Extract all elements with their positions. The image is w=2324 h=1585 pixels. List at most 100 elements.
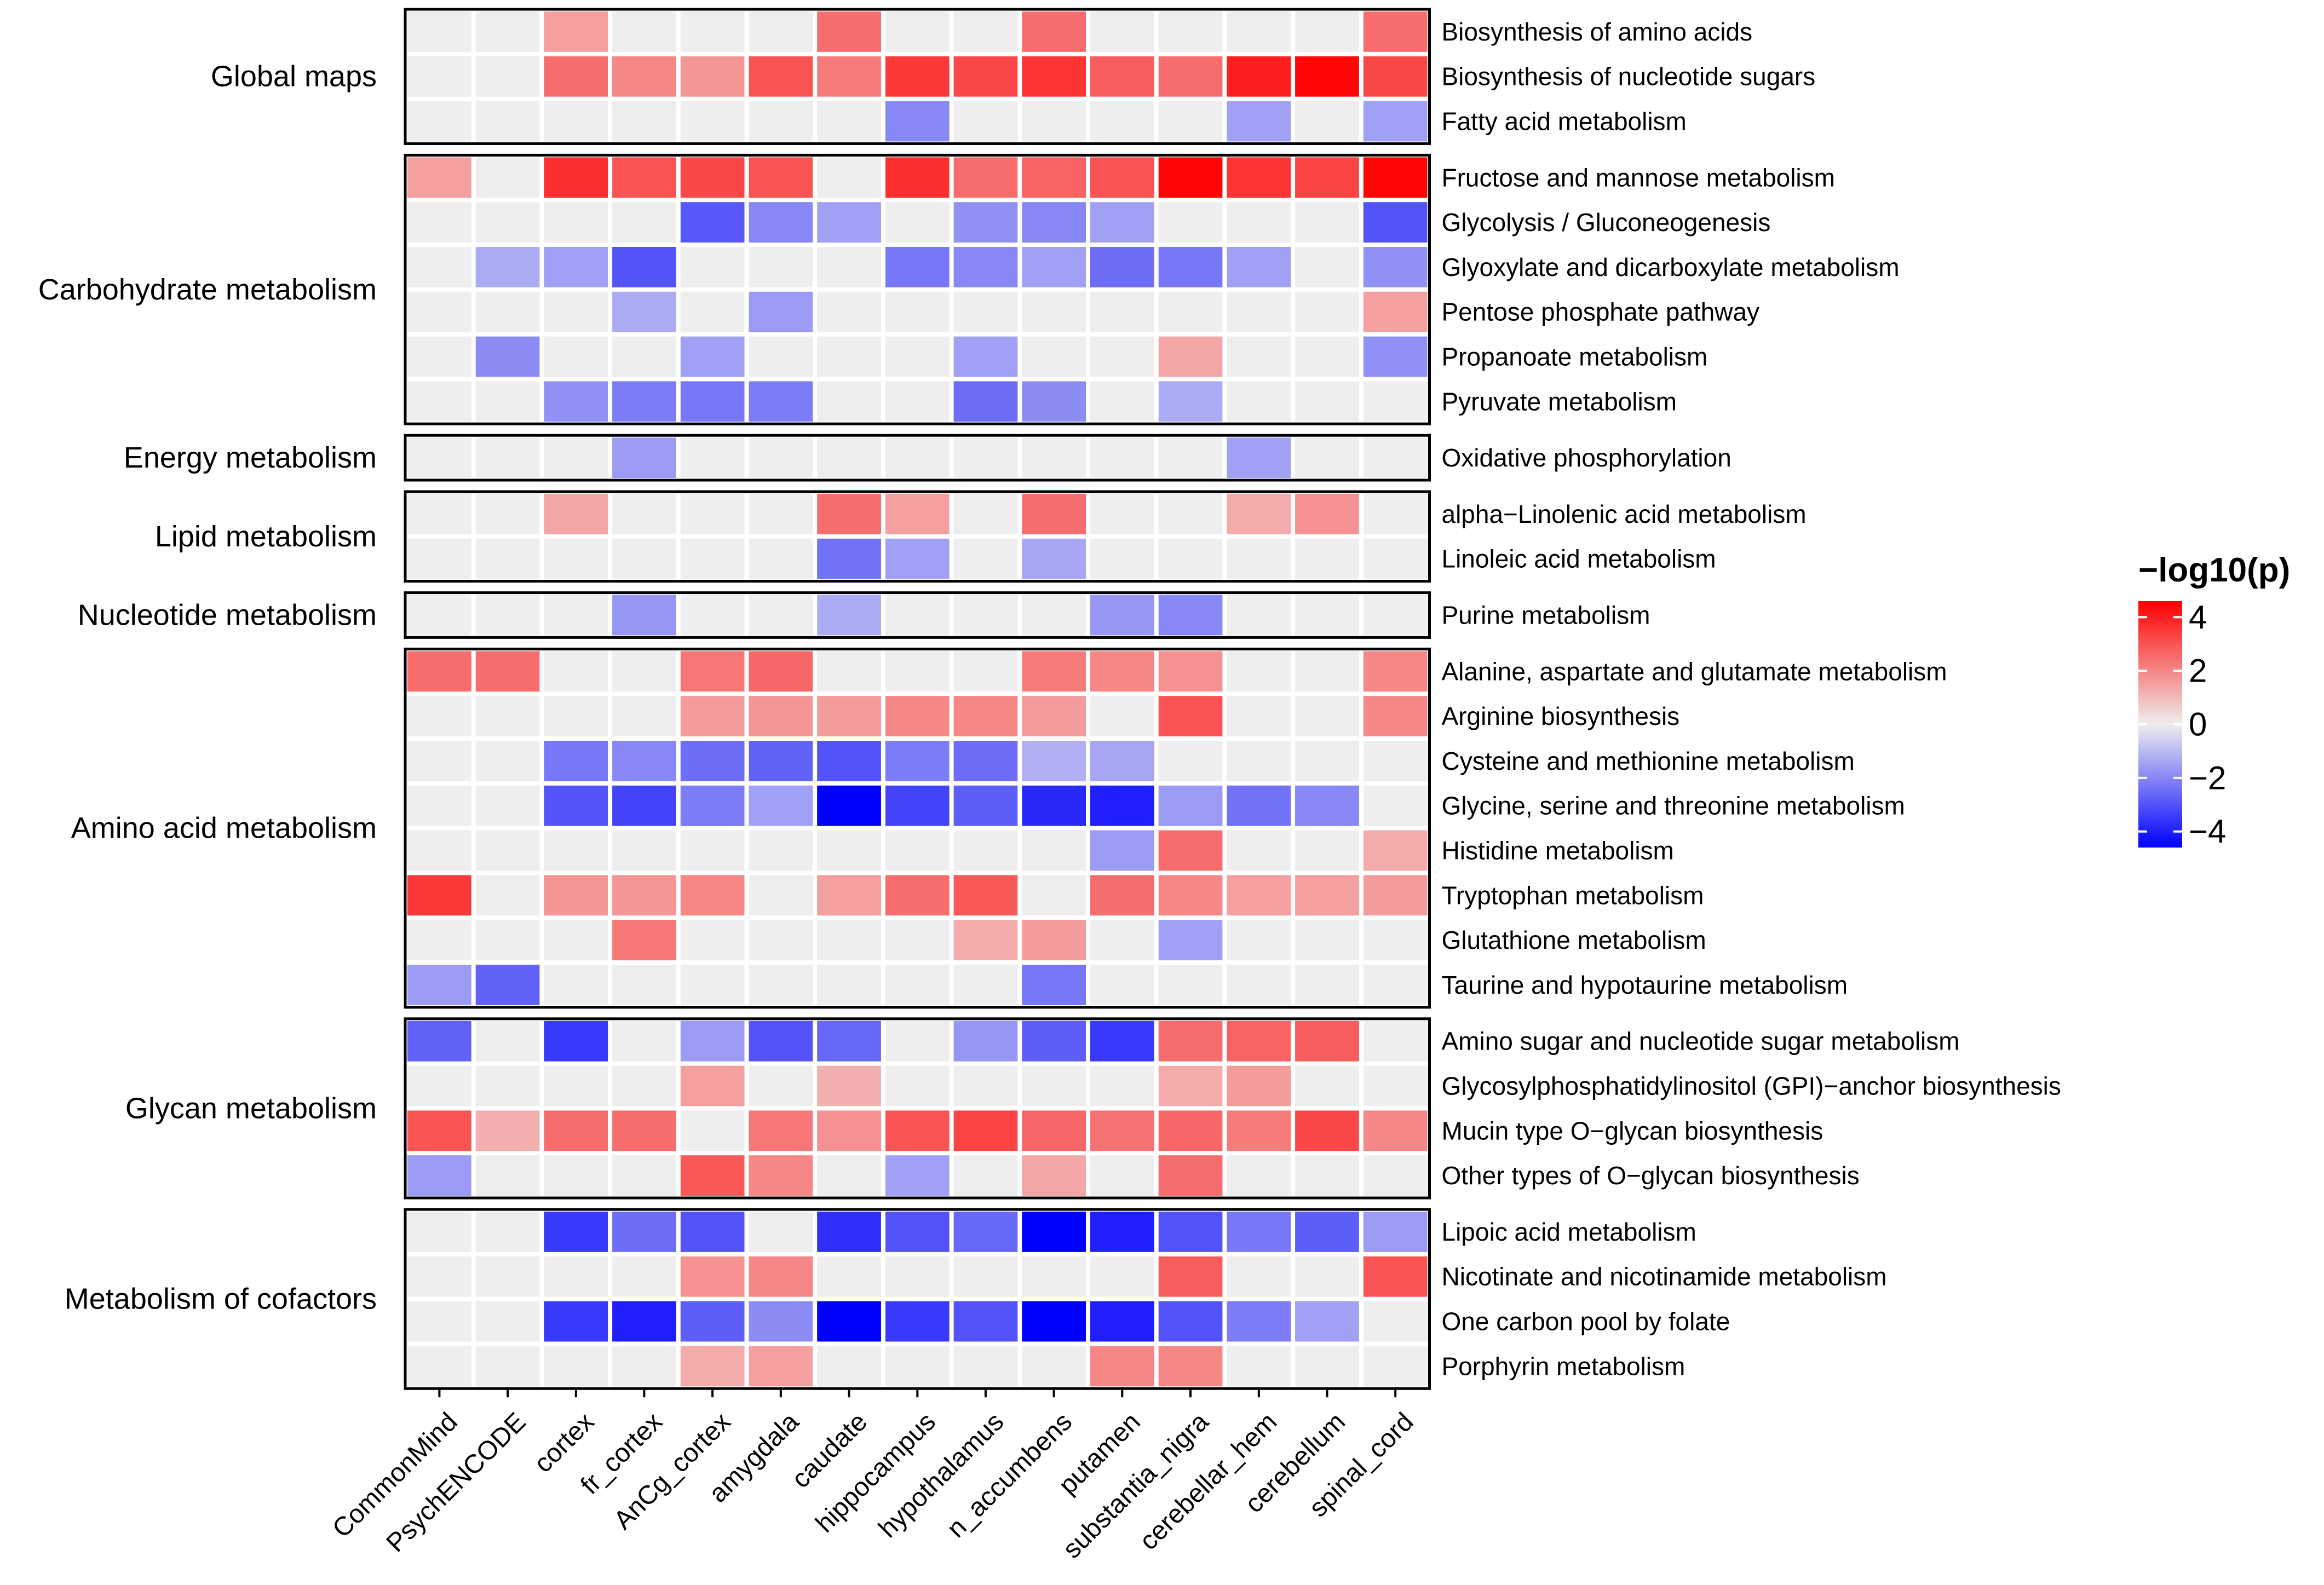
- heatmap-cell: [1227, 202, 1291, 243]
- row-label: Glycine, serine and threonine metabolism: [1442, 792, 1905, 820]
- heatmap-cell: [1022, 291, 1086, 332]
- heatmap-cell: [1295, 595, 1359, 636]
- heatmap-cell: [407, 1256, 471, 1297]
- heatmap-cell: [1158, 651, 1223, 692]
- heatmap-cell: [953, 538, 1018, 579]
- heatmap-cell: [1158, 595, 1223, 636]
- heatmap-cell: [749, 202, 813, 243]
- heatmap-cell: [1227, 875, 1291, 916]
- heatmap-cell: [1022, 101, 1086, 142]
- heatmap-cell: [544, 538, 608, 579]
- heatmap-cell: [407, 381, 471, 422]
- heatmap-cell: [680, 437, 745, 478]
- heatmap-cell: [612, 1065, 676, 1106]
- heatmap-cell: [1227, 1301, 1291, 1342]
- heatmap-cell: [749, 965, 813, 1005]
- heatmap-cell: [1227, 1346, 1291, 1387]
- heatmap-cell: [680, 1110, 745, 1151]
- heatmap-cell: [680, 875, 745, 916]
- heatmap-cell: [885, 920, 950, 960]
- heatmap-cell: [885, 1212, 950, 1252]
- heatmap-cell: [1158, 538, 1223, 579]
- row-label: Glycolysis / Gluconeogenesis: [1442, 208, 1771, 237]
- heatmap-cell: [1227, 247, 1291, 287]
- heatmap-cell: [1295, 101, 1359, 142]
- group-label: Amino acid metabolism: [71, 812, 377, 845]
- heatmap-cell: [817, 965, 881, 1005]
- heatmap-cell: [1295, 875, 1359, 916]
- heatmap-cell: [953, 336, 1018, 377]
- legend-tick-label: 2: [2189, 653, 2207, 689]
- heatmap-cell: [1022, 1256, 1086, 1297]
- heatmap-cell: [1295, 1212, 1359, 1252]
- heatmap-cell: [749, 651, 813, 692]
- heatmap-cell: [1295, 696, 1359, 736]
- heatmap-cell: [1363, 1301, 1428, 1342]
- heatmap-cell: [885, 494, 950, 534]
- heatmap-cell: [749, 595, 813, 636]
- heatmap-cell: [475, 1346, 540, 1387]
- heatmap-cell: [1295, 651, 1359, 692]
- heatmap-cell: [1363, 56, 1428, 97]
- panel-border: [404, 647, 1431, 1009]
- heatmap-cell: [612, 494, 676, 534]
- heatmap-cell: [1227, 1212, 1291, 1252]
- heatmap-cell: [407, 920, 471, 960]
- heatmap-cell: [612, 696, 676, 736]
- heatmap-cell: [1363, 830, 1428, 871]
- row-label: Biosynthesis of nucleotide sugars: [1442, 62, 1816, 91]
- heatmap-cell: [1022, 247, 1086, 287]
- panel-border: [404, 8, 1431, 145]
- heatmap-cell: [953, 696, 1018, 736]
- heatmap-cell: [680, 1301, 745, 1342]
- heatmap-cell: [1158, 291, 1223, 332]
- heatmap-cell: [1227, 741, 1291, 781]
- heatmap-cell: [1158, 336, 1223, 377]
- heatmap-cell: [1022, 336, 1086, 377]
- heatmap-cell: [680, 785, 745, 826]
- heatmap-cell: [1227, 651, 1291, 692]
- heatmap-cell: [680, 381, 745, 422]
- heatmap-cell: [475, 101, 540, 142]
- heatmap-cell: [1158, 1110, 1223, 1151]
- heatmap-cell: [953, 785, 1018, 826]
- heatmap-cell: [1090, 965, 1154, 1005]
- panel-3: [404, 490, 1431, 583]
- heatmap-cell: [612, 101, 676, 142]
- heatmap-cell: [475, 1256, 540, 1297]
- row-label: Fatty acid metabolism: [1442, 107, 1687, 136]
- heatmap-cell: [407, 875, 471, 916]
- heatmap-cell: [817, 101, 881, 142]
- heatmap-cell: [1158, 56, 1223, 97]
- legend-ticks: 4 2 0 −2 −4: [2138, 599, 2226, 850]
- heatmap-cell: [1363, 696, 1428, 736]
- row-label: Nicotinate and nicotinamide metabolism: [1442, 1263, 1887, 1291]
- heatmap-cell: [612, 785, 676, 826]
- heatmap-cell: [680, 1155, 745, 1196]
- heatmap-cell: [1022, 785, 1086, 826]
- heatmap-cell: [1363, 336, 1428, 377]
- heatmap-cell: [1363, 1212, 1428, 1252]
- heatmap-cell: [544, 1110, 608, 1151]
- heatmap-cell: [953, 381, 1018, 422]
- heatmap-cell: [680, 1212, 745, 1252]
- heatmap-cell: [475, 437, 540, 478]
- heatmap-cell: [475, 1065, 540, 1106]
- heatmap-cell: [680, 1065, 745, 1106]
- heatmap-cell: [1227, 1110, 1291, 1151]
- heatmap-cell: [1022, 651, 1086, 692]
- heatmap-cell: [749, 830, 813, 871]
- heatmap-cell: [1090, 595, 1154, 636]
- heatmap-cell: [1295, 1021, 1359, 1062]
- heatmap-cell: [1090, 875, 1154, 916]
- heatmap-cell: [544, 202, 608, 243]
- heatmap-cell: [680, 56, 745, 97]
- heatmap-cell: [1295, 381, 1359, 422]
- heatmap-cell: [680, 336, 745, 377]
- heatmap-cell: [475, 1155, 540, 1196]
- heatmap-cell: [407, 202, 471, 243]
- heatmap-cell: [1363, 1346, 1428, 1387]
- heatmap-cell: [1158, 1346, 1223, 1387]
- heatmap-cell: [1363, 965, 1428, 1005]
- heatmap-cell: [953, 11, 1018, 52]
